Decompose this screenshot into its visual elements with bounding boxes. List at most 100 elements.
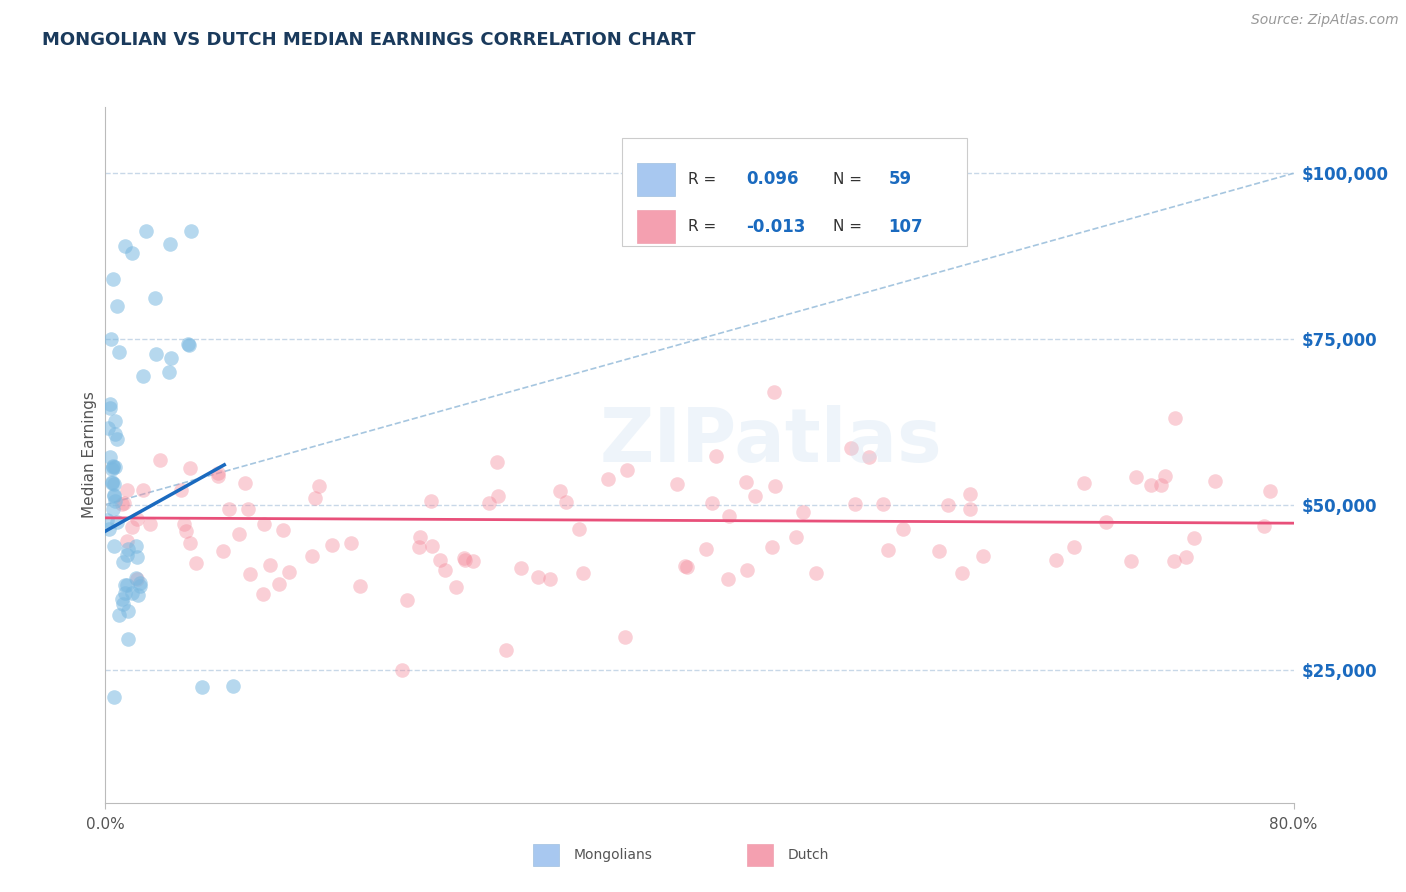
- Point: [554, 495, 576, 509]
- Y-axis label: Median Earnings: Median Earnings: [82, 392, 97, 518]
- Point: [495, 643, 517, 657]
- Point: [115, 578, 138, 592]
- Point: [103, 502, 125, 516]
- Point: [117, 541, 139, 556]
- Point: [527, 569, 550, 583]
- Point: [841, 441, 863, 455]
- Point: [159, 237, 181, 252]
- Point: [121, 245, 143, 260]
- Point: [321, 538, 343, 552]
- Point: [207, 469, 229, 483]
- Point: [744, 489, 766, 503]
- Point: [737, 563, 759, 577]
- Text: ZIPatlas: ZIPatlas: [599, 404, 942, 477]
- Point: [510, 560, 533, 574]
- Point: [170, 483, 193, 497]
- Point: [127, 588, 149, 602]
- Point: [98, 522, 121, 536]
- Text: MONGOLIAN VS DUTCH MEDIAN EARNINGS CORRELATION CHART: MONGOLIAN VS DUTCH MEDIAN EARNINGS CORRE…: [42, 31, 696, 49]
- Bar: [637, 211, 675, 244]
- Point: [568, 522, 591, 536]
- Text: 59: 59: [889, 170, 911, 188]
- Point: [478, 496, 501, 510]
- Point: [1073, 475, 1095, 490]
- Point: [160, 351, 183, 365]
- Bar: [747, 844, 773, 866]
- Point: [269, 577, 291, 591]
- Point: [959, 502, 981, 516]
- Bar: [533, 844, 560, 866]
- Point: [222, 679, 245, 693]
- Point: [434, 563, 457, 577]
- Point: [117, 604, 139, 618]
- Point: [97, 421, 120, 435]
- Point: [211, 543, 233, 558]
- Bar: [637, 162, 675, 196]
- Point: [858, 450, 880, 465]
- Text: Source: ZipAtlas.com: Source: ZipAtlas.com: [1251, 13, 1399, 28]
- Point: [391, 663, 413, 677]
- Point: [103, 539, 125, 553]
- Point: [96, 513, 118, 527]
- Point: [117, 632, 139, 646]
- Point: [104, 493, 127, 508]
- Point: [125, 539, 148, 553]
- Point: [1045, 553, 1067, 567]
- Point: [218, 501, 240, 516]
- Point: [127, 549, 149, 564]
- Point: [105, 432, 128, 446]
- Text: N =: N =: [832, 172, 862, 186]
- Point: [876, 542, 898, 557]
- Point: [139, 517, 162, 532]
- Point: [121, 519, 143, 533]
- Point: [125, 571, 148, 585]
- Point: [548, 484, 571, 499]
- Point: [785, 530, 807, 544]
- Point: [893, 522, 915, 536]
- Point: [1119, 553, 1142, 567]
- Point: [700, 496, 723, 510]
- Point: [108, 345, 131, 359]
- Point: [735, 475, 758, 489]
- Point: [115, 549, 138, 563]
- Point: [1125, 470, 1147, 484]
- Point: [101, 459, 124, 474]
- Point: [191, 680, 214, 694]
- Point: [614, 630, 637, 644]
- Point: [762, 384, 785, 399]
- Point: [463, 554, 485, 568]
- Point: [444, 580, 467, 594]
- Point: [157, 365, 180, 379]
- Point: [349, 579, 371, 593]
- Point: [101, 272, 124, 286]
- Point: [271, 523, 294, 537]
- Point: [135, 224, 157, 238]
- Point: [1095, 515, 1118, 529]
- Point: [1154, 469, 1177, 483]
- Point: [179, 461, 201, 475]
- Point: [132, 483, 155, 497]
- Point: [180, 224, 202, 238]
- Point: [173, 516, 195, 531]
- Point: [233, 475, 256, 490]
- Point: [108, 608, 131, 623]
- Point: [1164, 411, 1187, 425]
- Point: [950, 566, 973, 581]
- FancyBboxPatch shape: [623, 138, 967, 246]
- Point: [408, 540, 430, 554]
- Point: [104, 427, 127, 442]
- Point: [103, 476, 125, 491]
- Point: [429, 552, 451, 566]
- Point: [1253, 519, 1275, 533]
- Point: [253, 516, 276, 531]
- Point: [704, 449, 727, 463]
- Point: [666, 477, 689, 491]
- Point: [673, 559, 696, 574]
- Point: [111, 497, 134, 511]
- Point: [844, 498, 866, 512]
- Point: [395, 593, 418, 607]
- Point: [112, 496, 135, 510]
- Point: [761, 540, 783, 554]
- Point: [1258, 484, 1281, 499]
- Text: R =: R =: [688, 172, 716, 186]
